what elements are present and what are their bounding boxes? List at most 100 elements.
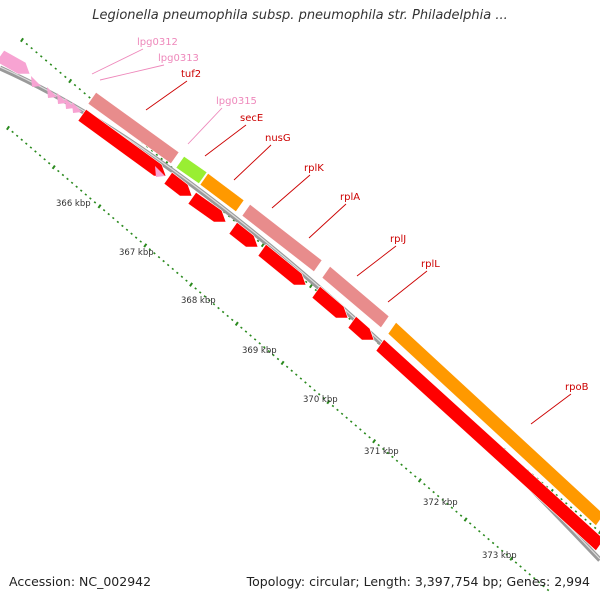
tick-mark [89, 197, 92, 200]
tick-mark [276, 357, 280, 361]
tick-mark [111, 216, 115, 220]
gene-feature [199, 172, 245, 213]
gene-feature [347, 315, 375, 341]
tick-mark [487, 537, 490, 541]
gene-label: rpoB [565, 382, 589, 393]
tick-mark [295, 373, 298, 376]
tick-mark [221, 310, 225, 314]
gene-feature [387, 321, 600, 527]
topology-summary: Topology: circular; Length: 3,397,754 bp… [246, 574, 590, 589]
gene-feature [375, 338, 600, 552]
tick-mark [198, 291, 202, 294]
tick-mark [589, 522, 592, 526]
tick-mark [363, 432, 367, 435]
tick-mark [569, 506, 573, 509]
tick-mark [450, 506, 454, 510]
tick-mark [368, 436, 371, 439]
backbone-strand [0, 65, 600, 562]
label-leader [99, 64, 165, 81]
tick-mark [59, 71, 62, 75]
tick-mark [267, 349, 271, 353]
tick-mark [537, 580, 541, 584]
tick-mark [404, 467, 408, 470]
tick-mark [409, 471, 412, 474]
tick-mark [579, 514, 583, 517]
tick-mark [217, 306, 220, 310]
tick-mark [468, 522, 472, 525]
gene-feature [257, 243, 307, 286]
tick-mark [317, 393, 321, 396]
tick-mark [441, 498, 445, 502]
tick-mark [500, 549, 504, 553]
tick-mark [509, 556, 514, 561]
tick-mark [64, 75, 67, 79]
tick-mark [546, 588, 550, 592]
tick-mark [226, 314, 229, 318]
gene-label: tuf2 [181, 69, 201, 80]
tick-mark [153, 252, 156, 255]
tick-mark [478, 530, 481, 533]
tick-mark [61, 173, 65, 177]
tick-mark [194, 287, 197, 290]
gene-feature [321, 265, 390, 329]
tick-mark [505, 553, 509, 556]
tick-mark [331, 404, 335, 408]
tick-mark [308, 385, 312, 388]
gene-label: nusG [265, 133, 291, 144]
tick-mark [473, 526, 477, 529]
scale-label: 368 kbp [181, 296, 216, 306]
tick-mark [532, 577, 536, 580]
scale-label: 366 kbp [56, 199, 91, 209]
tick-mark [88, 96, 91, 99]
tick-mark [166, 263, 170, 267]
tick-mark [354, 424, 358, 427]
tick-mark [102, 208, 106, 212]
tick-mark [414, 475, 417, 478]
tick-mark [326, 399, 331, 405]
tick-mark [400, 463, 403, 466]
label-leader [204, 124, 247, 157]
gene-label: secE [240, 113, 263, 124]
tick-mark [463, 517, 468, 522]
tick-mark [496, 545, 499, 549]
label-leader [530, 393, 572, 425]
tick-mark [584, 518, 587, 521]
tick-mark [560, 497, 563, 501]
tick-mark [381, 447, 385, 451]
gene-feature [163, 171, 193, 197]
tick-mark [44, 59, 48, 62]
tick-mark [57, 169, 60, 173]
gene-label-leaders [91, 48, 572, 425]
tick-mark [6, 125, 10, 131]
tick-mark [542, 584, 545, 588]
accession-text: Accession: NC_002942 [9, 574, 152, 589]
tick-mark [11, 130, 14, 134]
tick-mark [84, 193, 88, 196]
tick-mark [436, 494, 440, 498]
tick-mark [253, 338, 257, 341]
tick-mark [83, 92, 86, 95]
tick-mark [482, 533, 486, 537]
scale-labels: 366 kbp 367 kbp 368 kbp 369 kbp 370 kbp 371 k… [56, 199, 517, 561]
tick-mark [272, 353, 275, 357]
gene-label: lpg0315 [216, 96, 257, 107]
tick-mark [519, 565, 522, 568]
gene-label: rplA [340, 192, 360, 203]
tick-mark [593, 526, 597, 530]
tick-mark [143, 243, 148, 248]
tick-mark [20, 37, 24, 43]
tick-mark [359, 428, 362, 431]
gene-feature [187, 191, 227, 223]
scale-label: 367 kbp [119, 248, 154, 258]
gene-label: rplL [421, 259, 440, 270]
tick-mark [598, 530, 600, 535]
tick-mark [395, 459, 399, 463]
tick-mark [155, 153, 159, 157]
gene-feature [47, 87, 57, 98]
tick-mark [528, 573, 531, 576]
tick-mark [565, 502, 568, 505]
map-title: Legionella pneumophila subsp. pneumophil… [92, 8, 508, 23]
tick-mark [54, 67, 57, 70]
tick-mark [523, 569, 527, 572]
